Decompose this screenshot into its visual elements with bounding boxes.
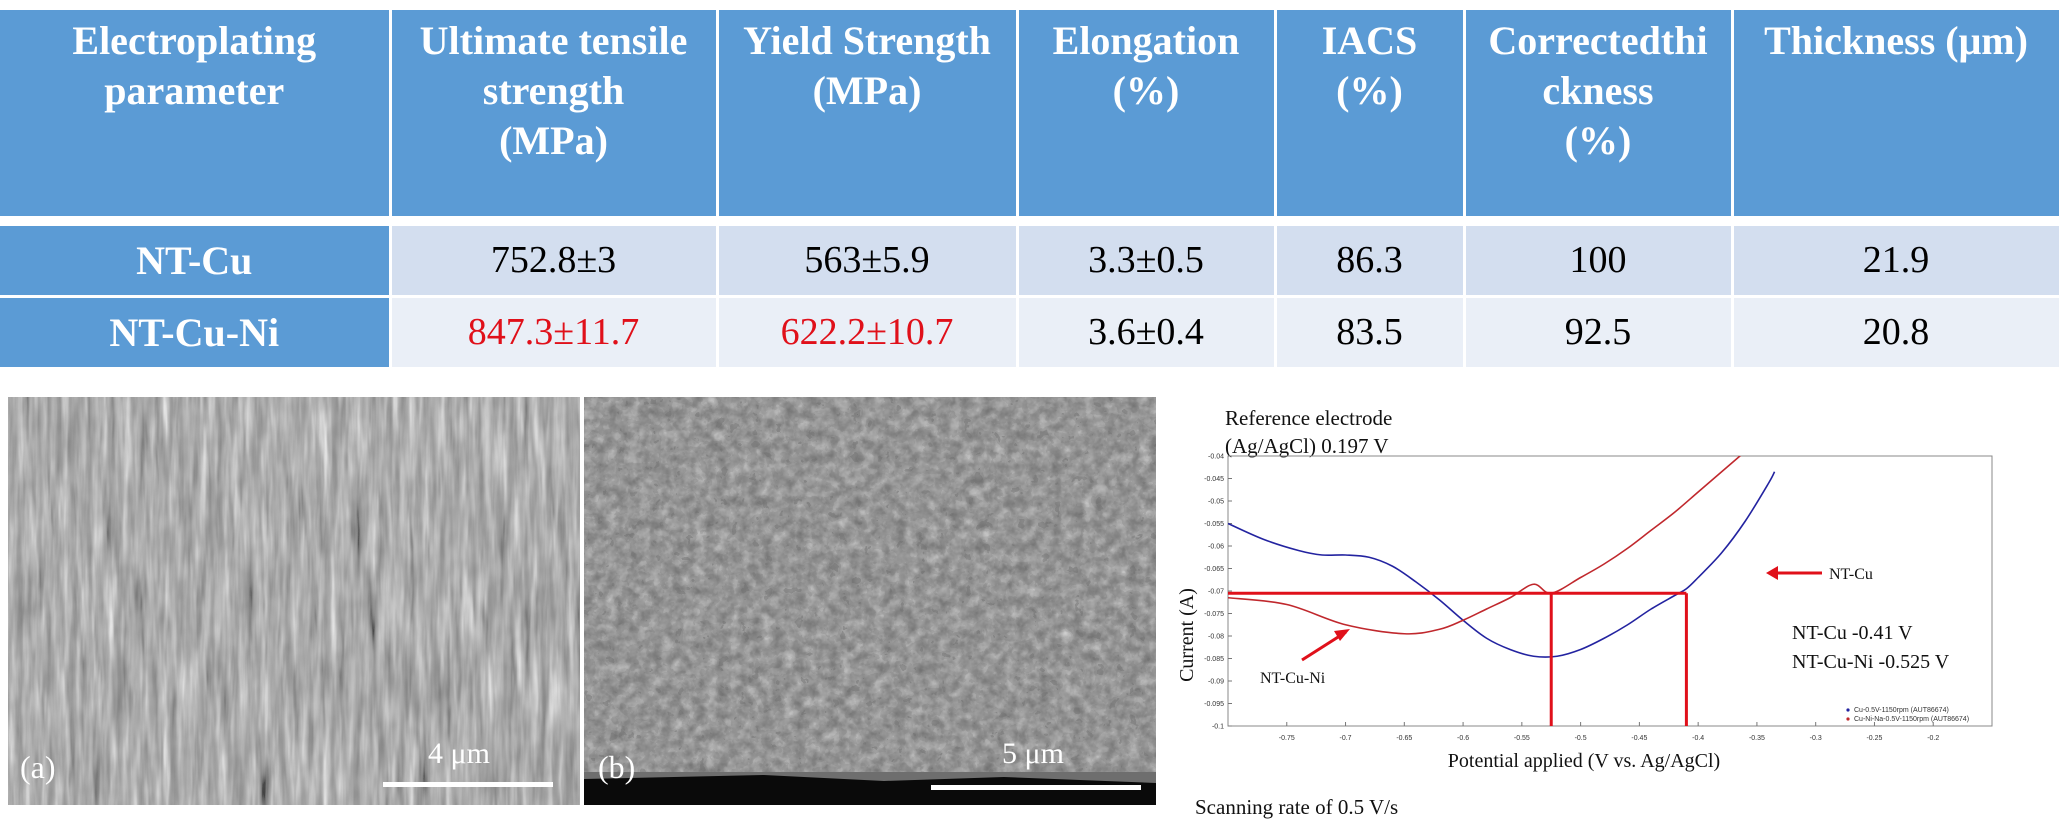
x-tick-label: -0.65	[1396, 735, 1412, 742]
y-tick-label: -0.065	[1204, 566, 1224, 573]
header-corrected-thickness: Correctedthi ckness (%)	[1464, 10, 1734, 216]
header-thickness: Thickness (μm)	[1732, 10, 2062, 216]
plot-frame	[1227, 455, 1993, 727]
value-nt-cu: NT-Cu -0.41 V	[1792, 622, 1913, 644]
reference-electrode-line1: Reference electrode	[1225, 406, 1393, 430]
table-gap	[0, 216, 2062, 226]
cell-yield: 622.2±10.7	[717, 296, 1019, 370]
cell-uts: 752.8±3	[390, 224, 719, 298]
plate-label-b: (b)	[598, 749, 636, 785]
x-tick-label: -0.25	[1866, 735, 1882, 742]
y-tick-label: -0.085	[1204, 656, 1224, 663]
series-line-nt-cu	[1228, 471, 1776, 658]
x-tick-label: -0.45	[1631, 735, 1647, 742]
x-tick-label: -0.7	[1340, 735, 1352, 742]
nt-cu-label: NT-Cu	[1829, 566, 1873, 583]
table-header-row: Electroplating parameter Ultimate tensile…	[0, 10, 2062, 216]
chart-legend: Cu-0.5V-1150rpm (AUT86674) Cu-Ni-Na-0.5V…	[1846, 707, 1969, 723]
cell-thickness: 21.9	[1732, 224, 2062, 298]
value-nt-cu-ni: NT-Cu-Ni -0.525 V	[1792, 651, 1950, 673]
y-tick-label: -0.06	[1208, 544, 1224, 551]
x-tick-label: -0.35	[1749, 735, 1765, 742]
header-yield-strength: Yield Strength (MPa)	[717, 10, 1019, 216]
scale-label-a: 4 μm	[428, 737, 490, 770]
x-tick-label: -0.3	[1810, 735, 1822, 742]
y-tick-label: -0.1	[1212, 724, 1224, 731]
header-iacs: IACS (%)	[1275, 10, 1466, 216]
y-tick-label: -0.075	[1204, 611, 1224, 618]
scale-bar-a	[383, 782, 553, 787]
y-tick-label: -0.04	[1208, 454, 1224, 461]
reference-electrode-line2: (Ag/AgCl) 0.197 V	[1225, 434, 1389, 458]
x-tick-label: -0.55	[1514, 735, 1530, 742]
x-tick-label: -0.6	[1457, 735, 1469, 742]
x-axis-label: Potential applied (V vs. Ag/AgCl)	[1448, 750, 1720, 772]
x-tick-label: -0.5	[1575, 735, 1587, 742]
cell-thickness: 20.8	[1732, 296, 2062, 370]
x-tick-label: -0.75	[1279, 735, 1295, 742]
y-tick-label: -0.09	[1208, 679, 1224, 686]
nt-cu-ni-label: NT-Cu-Ni	[1260, 670, 1326, 687]
nt-cu-arrowhead	[1766, 566, 1778, 580]
cell-elongation: 3.3±0.5	[1017, 224, 1277, 298]
micrograph-b-image	[584, 397, 1156, 805]
y-tick-label: -0.07	[1208, 589, 1224, 596]
nt-cu-ni-arrowhead	[1334, 629, 1350, 641]
properties-table: Electroplating parameter Ultimate tensile…	[0, 10, 2062, 370]
row-name: NT-Cu-Ni	[0, 296, 392, 370]
plate-label-a: (a)	[20, 749, 56, 785]
cell-uts: 847.3±11.7	[390, 296, 719, 370]
header-elongation: Elongation (%)	[1017, 10, 1277, 216]
cell-iacs: 86.3	[1275, 224, 1466, 298]
y-tick-label: -0.08	[1208, 634, 1224, 641]
micrograph-b: (b) 5 μm	[584, 397, 1156, 805]
cell-iacs: 83.5	[1275, 296, 1466, 370]
y-tick-label: -0.05	[1208, 499, 1224, 506]
x-tick-label: -0.2	[1927, 735, 1939, 742]
y-tick-label: -0.045	[1204, 476, 1224, 483]
scale-bar-b	[931, 785, 1141, 790]
legend-cu: Cu-0.5V-1150rpm (AUT86674)	[1854, 707, 1949, 714]
cell-corrected-thickness: 92.5	[1464, 296, 1734, 370]
series-line-nt-cu-ni	[1228, 456, 1742, 635]
scan-rate-text: Scanning rate of 0.5 V/s	[1195, 795, 1399, 819]
micrograph-a: (a) 4 μm	[8, 397, 580, 805]
table-row: NT-Cu 752.8±3 563±5.9 3.3±0.5 86.3 100 2…	[0, 224, 2062, 298]
y-tick-label: -0.055	[1204, 521, 1224, 528]
y-axis-label: Current (A)	[1176, 588, 1198, 682]
x-tick-label: -0.4	[1692, 735, 1704, 742]
header-electroplating-parameter: Electroplating parameter	[0, 10, 392, 216]
legend-cu-ni: Cu-Ni-Na-0.5V-1150rpm (AUT86674)	[1854, 716, 1969, 723]
y-tick-label: -0.095	[1204, 701, 1224, 708]
scale-label-b: 5 μm	[1002, 737, 1064, 770]
cell-yield: 563±5.9	[717, 224, 1019, 298]
cell-corrected-thickness: 100	[1464, 224, 1734, 298]
cell-elongation: 3.6±0.4	[1017, 296, 1277, 370]
row-name: NT-Cu	[0, 224, 392, 298]
legend-marker-cu	[1846, 708, 1850, 712]
header-ultimate-tensile-strength: Ultimate tensile strength (MPa)	[390, 10, 719, 216]
polarization-chart: -0.75 -0.7 -0.65 -0.6 -0.55 -0.5 -0.45 -0.4 -0.3…	[1176, 454, 1993, 772]
legend-marker-cu-ni	[1846, 717, 1850, 721]
micrograph-a-image	[8, 397, 580, 805]
table-row: NT-Cu-Ni 847.3±11.7 622.2±10.7 3.6±0.4 8…	[0, 296, 2062, 370]
